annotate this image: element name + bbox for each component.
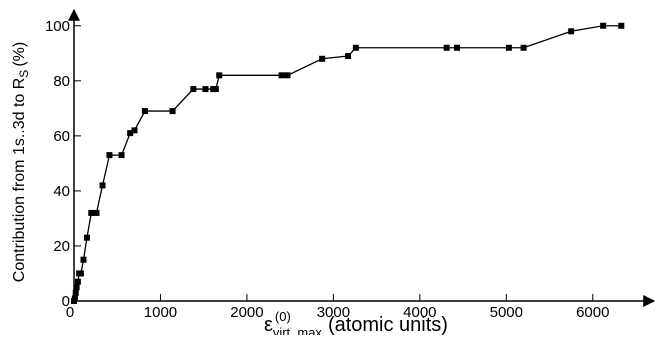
data-points: [71, 22, 625, 304]
x-tick-group: 0 1000 2000 3000 4000 5000 6000: [66, 294, 609, 321]
data-point: [568, 28, 575, 35]
y-tick-label: 80: [53, 73, 70, 90]
data-point: [190, 86, 197, 93]
data-point: [88, 209, 95, 216]
data-point: [83, 234, 90, 241]
data-point: [505, 44, 512, 51]
x-tick-label: 3000: [317, 304, 350, 321]
data-point: [93, 209, 100, 216]
data-point: [99, 182, 106, 189]
y-axis-label-main: Contribution from 1s..3d to R: [11, 78, 28, 283]
x-tick-label: 4000: [403, 304, 436, 321]
data-point: [77, 270, 84, 277]
data-point: [443, 44, 450, 51]
data-point: [284, 72, 291, 79]
x-axis-label-symbol: ε: [264, 314, 273, 335]
y-tick-label: 60: [53, 128, 70, 145]
y-tick-label: 0: [62, 293, 70, 310]
y-axis-label-subscript: S: [17, 70, 31, 78]
x-tick-label: 0: [66, 304, 74, 321]
data-point: [127, 130, 134, 137]
series-line: [73, 25, 622, 302]
data-point: [131, 127, 138, 134]
y-axis-label: Contribution from 1s..3d to RS (%): [11, 42, 31, 282]
data-point: [600, 22, 607, 29]
y-tick-label: 20: [53, 238, 70, 255]
data-point: [212, 86, 219, 93]
data-point: [73, 284, 80, 291]
data-point: [72, 289, 79, 296]
data-point: [345, 53, 352, 60]
data-point: [118, 152, 125, 159]
y-tick-label: 100: [45, 18, 70, 35]
y-tick-group: 0 20 40 60 80 100: [45, 18, 81, 310]
x-tick-label: 6000: [576, 304, 609, 321]
data-point: [80, 256, 87, 263]
x-axis-label-units: (atomic units): [328, 314, 448, 335]
data-point: [618, 22, 625, 29]
x-axis-label-subscript: virt, max: [273, 325, 323, 335]
data-point: [278, 72, 285, 79]
x-tick-label: 2000: [230, 304, 263, 321]
data-point: [169, 108, 176, 115]
data-point: [141, 108, 148, 115]
data-point: [106, 152, 113, 159]
x-tick-label: 5000: [490, 304, 523, 321]
data-point: [74, 278, 81, 285]
data-point: [71, 295, 78, 302]
x-axis-label-superscript: (0): [275, 309, 291, 324]
data-point: [352, 44, 359, 51]
data-point: [216, 72, 223, 79]
data-point: [319, 55, 326, 62]
y-tick-label: 40: [53, 183, 70, 200]
data-point: [454, 44, 461, 51]
x-tick-label: 1000: [144, 304, 177, 321]
y-axis-label-units: (%): [11, 42, 28, 67]
data-point: [202, 86, 209, 93]
data-point: [520, 44, 527, 51]
